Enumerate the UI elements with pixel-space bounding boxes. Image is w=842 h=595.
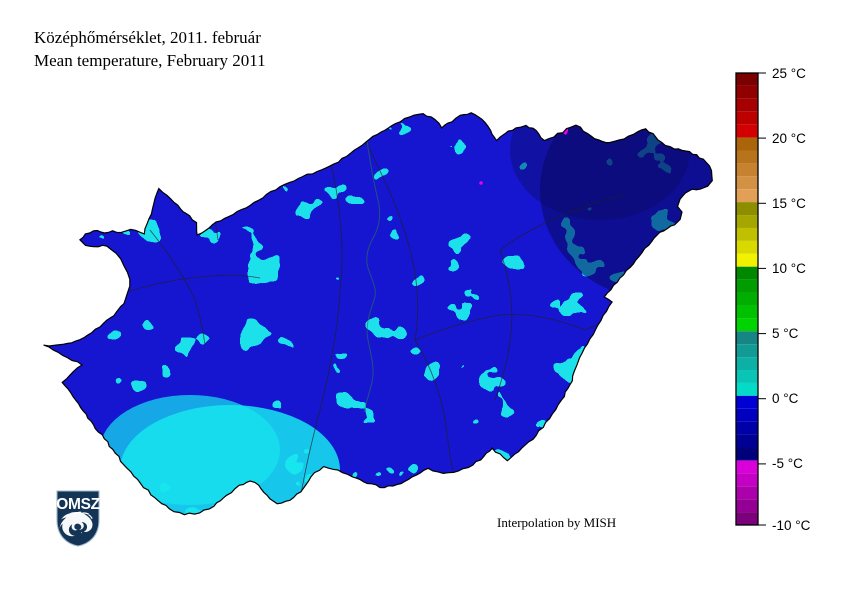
svg-text:5 °C: 5 °C <box>772 326 799 341</box>
svg-text:-5 °C: -5 °C <box>772 456 803 471</box>
svg-text:20 °C: 20 °C <box>772 131 806 146</box>
svg-text:10 °C: 10 °C <box>772 261 806 276</box>
svg-text:25 °C: 25 °C <box>772 66 806 81</box>
svg-text:15 °C: 15 °C <box>772 196 806 211</box>
svg-text:OMSZ: OMSZ <box>56 496 100 513</box>
svg-text:-10 °C: -10 °C <box>772 518 811 533</box>
svg-text:0 °C: 0 °C <box>772 391 799 406</box>
